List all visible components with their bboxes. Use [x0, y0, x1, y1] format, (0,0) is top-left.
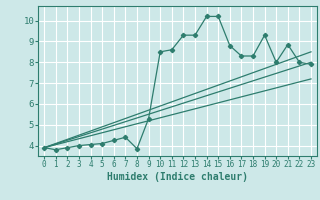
X-axis label: Humidex (Indice chaleur): Humidex (Indice chaleur) [107, 172, 248, 182]
